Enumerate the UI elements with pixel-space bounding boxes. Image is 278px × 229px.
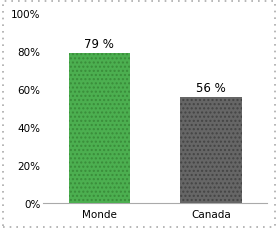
Bar	[69, 54, 130, 203]
Text: 56 %: 56 %	[196, 82, 226, 95]
Text: 79 %: 79 %	[84, 38, 114, 51]
Bar	[180, 97, 242, 203]
